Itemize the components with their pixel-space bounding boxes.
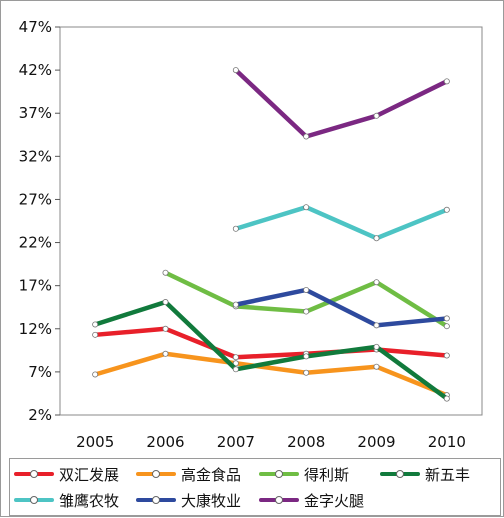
legend-label: 金字火腿	[304, 491, 365, 510]
y-tick-label: 2%	[28, 406, 52, 424]
data-point	[373, 279, 380, 286]
legend-label: 大康牧业	[181, 491, 242, 510]
data-point	[232, 360, 239, 367]
legend-marker	[152, 470, 160, 478]
legend-marker	[30, 470, 38, 478]
y-tick-label: 32%	[19, 147, 52, 165]
series-layer	[92, 67, 450, 402]
data-point	[162, 299, 169, 306]
data-point	[303, 133, 310, 140]
y-tick-label: 12%	[19, 320, 52, 338]
x-tick-label: 2010	[428, 433, 466, 451]
legend-item: 高金食品	[134, 463, 241, 485]
legend-item: 新五丰	[378, 463, 470, 485]
legend-swatch	[134, 463, 178, 485]
legend-label: 双汇发展	[59, 465, 120, 484]
data-point	[303, 308, 310, 315]
data-point	[443, 206, 450, 213]
data-point	[232, 366, 239, 373]
x-tick-label: 2007	[217, 433, 255, 451]
data-point	[92, 321, 99, 328]
series-6	[232, 67, 450, 140]
legend-swatch	[12, 463, 56, 485]
data-point	[373, 235, 380, 242]
legend-item: 雏鹰农牧	[12, 489, 119, 511]
legend-label: 雏鹰农牧	[59, 491, 120, 510]
data-point	[373, 363, 380, 370]
data-point	[303, 286, 310, 293]
y-tick-label: 22%	[19, 234, 52, 252]
x-tick-label: 2009	[357, 433, 395, 451]
y-tick-label: 7%	[28, 363, 52, 381]
series-line	[92, 326, 450, 360]
data-point	[373, 343, 380, 350]
series-line	[92, 299, 450, 401]
data-point	[92, 371, 99, 378]
data-point	[373, 112, 380, 119]
legend-swatch	[257, 489, 301, 511]
data-point	[303, 369, 310, 376]
data-point	[303, 204, 310, 211]
y-tick-label: 17%	[19, 277, 52, 295]
data-point	[92, 331, 99, 338]
y-tick-label: 37%	[19, 104, 52, 122]
data-point	[443, 352, 450, 359]
legend-marker	[396, 470, 404, 478]
data-point	[443, 78, 450, 85]
series-line	[233, 67, 450, 139]
series-line	[92, 351, 450, 398]
data-point	[232, 301, 239, 308]
legend-label: 得利斯	[304, 465, 350, 484]
data-point	[373, 322, 380, 329]
y-tick-label: 27%	[19, 190, 52, 208]
legend-label: 高金食品	[181, 465, 242, 484]
data-point	[162, 350, 169, 357]
y-tick-label: 47%	[19, 18, 52, 36]
legend-label: 新五丰	[425, 465, 471, 484]
series-3	[92, 299, 450, 402]
legend: 双汇发展 高金食品 得利斯 新五丰雏鹰农牧 大康牧业 金字火腿	[9, 458, 501, 516]
data-point	[162, 325, 169, 332]
data-point	[162, 269, 169, 276]
x-tick-label: 2006	[146, 433, 184, 451]
data-point	[232, 225, 239, 232]
legend-marker	[275, 470, 283, 478]
data-point	[232, 67, 239, 74]
legend-swatch	[134, 489, 178, 511]
legend-swatch	[378, 463, 422, 485]
legend-item: 大康牧业	[134, 489, 241, 511]
legend-marker	[152, 496, 160, 504]
y-axis: 2% 7% 12% 17% 22% 27% 32% 37% 42% 47%	[19, 18, 60, 424]
series-5	[232, 286, 450, 329]
series-line	[233, 204, 450, 241]
legend-marker	[30, 496, 38, 504]
legend-swatch	[257, 463, 301, 485]
legend-item: 金字火腿	[257, 489, 364, 511]
legend-swatch	[12, 489, 56, 511]
data-point	[443, 315, 450, 322]
legend-marker	[275, 496, 283, 504]
x-tick-label: 2008	[287, 433, 325, 451]
data-point	[232, 354, 239, 361]
x-axis: 2005 2006 2007 2008 2009 2010	[76, 433, 466, 451]
data-point	[443, 323, 450, 330]
series-line	[233, 287, 450, 328]
legend-item: 得利斯	[257, 463, 349, 485]
series-2	[162, 269, 450, 330]
x-tick-label: 2005	[76, 433, 114, 451]
legend-item: 双汇发展	[12, 463, 119, 485]
data-point	[443, 395, 450, 402]
series-4	[232, 204, 450, 242]
y-tick-label: 42%	[19, 61, 52, 79]
data-point	[303, 353, 310, 360]
